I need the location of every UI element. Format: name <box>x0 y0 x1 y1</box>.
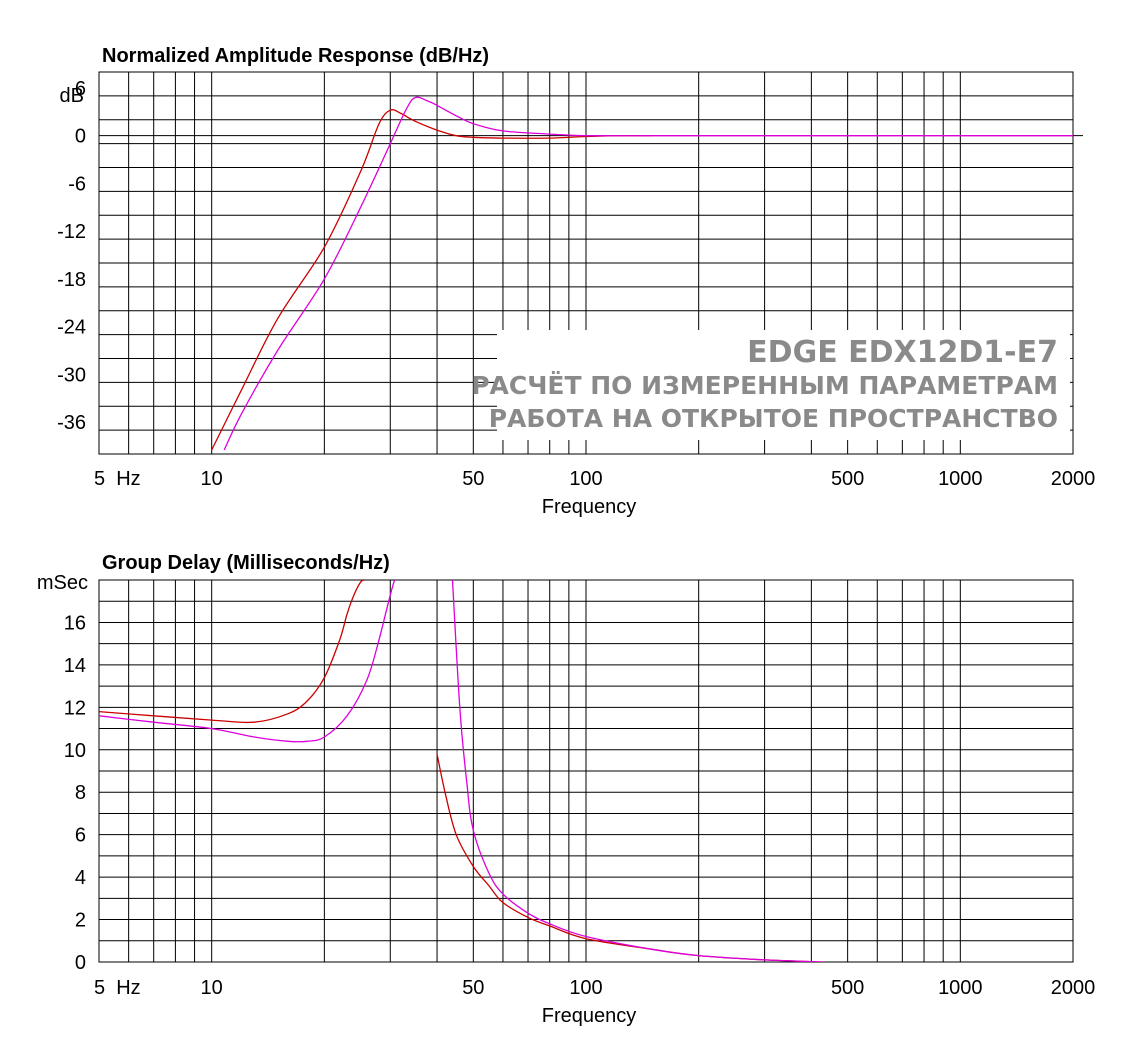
amplitude-y-tick-label: -6 <box>68 173 86 195</box>
amplitude-y-tick-labels: 6 0 -6 -12 -18 -24 -30 -36 <box>57 78 86 434</box>
amplitude-x-tick-labels: 5 Hz 10 50 100 500 1000 2000 <box>94 468 1095 490</box>
group-delay-x-tick-label: 10 <box>201 977 223 999</box>
amplitude-x-tick-label: 5 Hz <box>94 468 141 490</box>
group-delay-y-tick-label: 12 <box>64 697 86 719</box>
group-delay-series-1-line-segment-1 <box>99 580 365 724</box>
amplitude-y-tick-label: -18 <box>57 269 86 291</box>
amplitude-y-tick-label: -24 <box>57 317 86 339</box>
amplitude-x-tick-label: 10 <box>201 468 223 490</box>
amplitude-y-tick-label: -30 <box>57 364 86 386</box>
amplitude-x-tick-label: 500 <box>831 468 864 490</box>
group-delay-series-2-line-segment-1 <box>99 580 396 743</box>
amplitude-y-tick-label: -36 <box>57 412 86 434</box>
amplitude-x-tick-label: 1000 <box>938 468 983 490</box>
group-delay-x-tick-label: 100 <box>569 977 602 999</box>
amplitude-y-tick-label: 0 <box>75 126 86 148</box>
group-delay-x-tick-label: 500 <box>831 977 864 999</box>
group-delay-y-tick-label: 0 <box>75 952 86 974</box>
amplitude-x-tick-label: 2000 <box>1051 468 1096 490</box>
group-delay-x-tick-label: 50 <box>462 977 484 999</box>
amplitude-series-2-line <box>223 96 1073 451</box>
amplitude-y-tick-label: -12 <box>57 221 86 243</box>
group-delay-y-tick-label: 8 <box>75 782 86 804</box>
watermark-background <box>497 330 1070 440</box>
amplitude-x-tick-label: 50 <box>462 468 484 490</box>
watermark-line-2: РАСЧЁТ ПО ИЗМЕРЕННЫМ ПАРАМЕТРАМ <box>471 370 1058 400</box>
group-delay-y-tick-label: 14 <box>64 655 86 677</box>
watermark-line-3: РАБОТА НА ОТКРЫТОЕ ПРОСТРАНСТВО <box>489 404 1058 433</box>
group-delay-y-tick-label: 16 <box>64 612 86 634</box>
amplitude-y-unit-label: dB <box>60 85 84 107</box>
watermark-model: EDGE EDX12D1-E7 <box>747 335 1058 370</box>
group-delay-series-2-line-segment-2 <box>451 580 824 962</box>
group-delay-y-tick-label: 10 <box>64 740 86 762</box>
group-delay-y-tick-label: 6 <box>75 825 86 847</box>
group-delay-series <box>99 580 824 962</box>
group-delay-y-tick-labels: 16 14 12 10 8 6 4 2 0 <box>64 612 86 974</box>
group-delay-y-tick-label: 2 <box>75 910 86 932</box>
group-delay-chart-title: Group Delay (Milliseconds/Hz) <box>102 552 390 574</box>
group-delay-x-tick-labels: 5 Hz 10 50 100 500 1000 2000 <box>94 977 1095 999</box>
group-delay-grid <box>98 579 1074 963</box>
group-delay-y-unit-label: mSec <box>37 572 88 594</box>
group-delay-y-tick-label: 4 <box>75 867 86 889</box>
amplitude-series-1-line <box>211 109 652 451</box>
group-delay-x-tick-label: 5 Hz <box>94 977 141 999</box>
group-delay-x-axis-label: Frequency <box>542 1005 637 1027</box>
group-delay-x-tick-label: 1000 <box>938 977 983 999</box>
amplitude-x-tick-label: 100 <box>569 468 602 490</box>
group-delay-chart: Group Delay (Milliseconds/Hz) mSec 16141… <box>37 552 1095 1027</box>
group-delay-x-tick-label: 2000 <box>1051 977 1096 999</box>
watermark: EDGE EDX12D1-E7 РАСЧЁТ ПО ИЗМЕРЕННЫМ ПАР… <box>471 330 1070 440</box>
amplitude-chart-title: Normalized Amplitude Response (dB/Hz) <box>102 45 489 67</box>
amplitude-series <box>211 96 1073 451</box>
amplitude-y-tick-label: 6 <box>75 78 86 100</box>
amplitude-x-axis-label: Frequency <box>542 496 637 518</box>
amplitude-response-chart: Normalized Amplitude Response (dB/Hz) dB… <box>57 45 1095 518</box>
